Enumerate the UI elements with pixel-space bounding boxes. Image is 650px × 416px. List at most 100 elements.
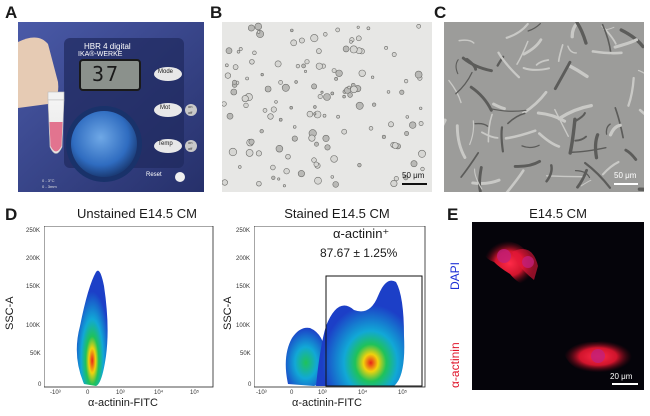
suspended-cell [322, 113, 327, 118]
suspended-cell [230, 88, 238, 96]
suspended-cell [313, 161, 319, 167]
suspended-cell [320, 90, 324, 94]
unstained-flow-plot [44, 226, 214, 388]
adherent-cell [505, 169, 525, 192]
panel-b-scale-bar [402, 183, 427, 185]
adherent-cells-image [444, 22, 644, 192]
incubator-device-illustration [18, 22, 204, 192]
stained-y-axis-label: SSC-A [222, 296, 234, 330]
stained-ytick: 100K [236, 323, 251, 329]
cell-bottom-right [564, 340, 632, 373]
panel-e-immunofluorescence: 20 μm [472, 222, 644, 390]
suspended-cell [247, 24, 255, 32]
panel-b-micrograph: 50 μm [222, 22, 432, 192]
suspended-cell [271, 175, 276, 180]
stained-xtick: -10³ [256, 390, 267, 396]
panel-letter-d: D [5, 205, 18, 224]
stained-flow-plot [254, 226, 426, 388]
panel-c-micrograph: 50 μm [444, 22, 644, 192]
adherent-cell [554, 108, 569, 137]
suspended-cell [306, 110, 314, 118]
suspended-cell [278, 80, 283, 85]
adherent-cell [487, 113, 493, 143]
adherent-cell [608, 123, 622, 137]
suspended-cell [222, 179, 228, 186]
adherent-cell [492, 102, 506, 111]
suspended-cell [283, 168, 290, 175]
suspended-cell [414, 70, 423, 79]
adherent-cell [521, 90, 548, 115]
suspended-cell [342, 94, 346, 99]
unstained-population [76, 270, 108, 386]
suspended-cell [410, 160, 418, 168]
device-brand: HBR 4 digital [84, 42, 131, 51]
adherent-cell [605, 123, 611, 135]
stained-ytick: 0 [248, 382, 252, 388]
suspended-cell [317, 94, 323, 100]
suspended-cell [391, 142, 399, 149]
unstained-ytick: 100K [26, 323, 41, 329]
temp-on-label: on [188, 140, 193, 145]
suspended-cell [356, 25, 360, 29]
suspended-cell [232, 64, 239, 70]
adherent-cell [571, 146, 607, 153]
suspended-cell [323, 32, 328, 37]
suspended-cell [224, 72, 232, 79]
suspended-cell [349, 40, 353, 44]
adherent-cell [557, 44, 564, 63]
adherent-cell [613, 38, 639, 49]
suspended-cell [372, 102, 377, 107]
suspended-cell [404, 78, 409, 84]
adherent-cell [489, 108, 527, 112]
adherent-cell [471, 178, 501, 185]
suspended-cell [342, 45, 350, 53]
unstained-ytick: 250K [26, 228, 41, 234]
adherent-cell [458, 39, 475, 44]
temp-off-label: off [188, 146, 193, 151]
suspended-cell [311, 157, 317, 163]
suspended-cell [330, 91, 335, 96]
adherent-cell [444, 118, 447, 126]
suspended-cell [393, 176, 399, 182]
adherent-cell [469, 85, 493, 112]
suspended-cell [297, 170, 305, 178]
suspended-cell [313, 105, 317, 109]
suspended-cell [418, 149, 426, 158]
suspended-cell [226, 112, 234, 120]
adherent-cell [553, 60, 572, 91]
suspended-cell [366, 26, 371, 31]
unstained-ytick: 0 [38, 382, 42, 388]
adherent-cell [513, 159, 542, 168]
suspended-cells-image [222, 22, 426, 188]
suspended-cell [381, 134, 386, 139]
mot-on-label: on [188, 104, 193, 109]
stained-x-axis-label: α-actinin-FITC [292, 397, 362, 409]
adherent-cell [591, 50, 623, 55]
adherent-cell [575, 22, 588, 45]
suspended-cell [386, 90, 391, 94]
adherent-cell [481, 131, 499, 139]
adherent-cell [516, 40, 529, 65]
stained-xtick: 10⁴ [358, 390, 368, 396]
unstained-xtick: 10⁵ [190, 390, 200, 396]
suspended-cell [314, 141, 319, 147]
unstained-xtick: 10⁴ [154, 390, 164, 396]
adherent-cell [527, 23, 541, 32]
suspended-cell [238, 47, 243, 51]
suspended-cell [304, 59, 310, 65]
mot-button-label: Mot [160, 105, 171, 111]
suspended-cell [290, 28, 294, 33]
suspended-cell [322, 134, 330, 142]
suspended-cell [285, 154, 291, 160]
suspended-cell [355, 101, 364, 110]
stained-ytick: 150K [236, 284, 251, 290]
suspended-cell [313, 112, 317, 116]
device-maker: IKA®-WERKE [78, 51, 123, 58]
unstained-xtick: 10³ [116, 390, 125, 396]
suspended-cell [390, 180, 398, 188]
suspended-cell [255, 150, 262, 157]
suspended-cell [368, 126, 374, 131]
stained-cardiomyocytes-image [483, 240, 632, 373]
adherent-cell [507, 112, 526, 125]
reset-button-label: Reset [146, 172, 162, 178]
